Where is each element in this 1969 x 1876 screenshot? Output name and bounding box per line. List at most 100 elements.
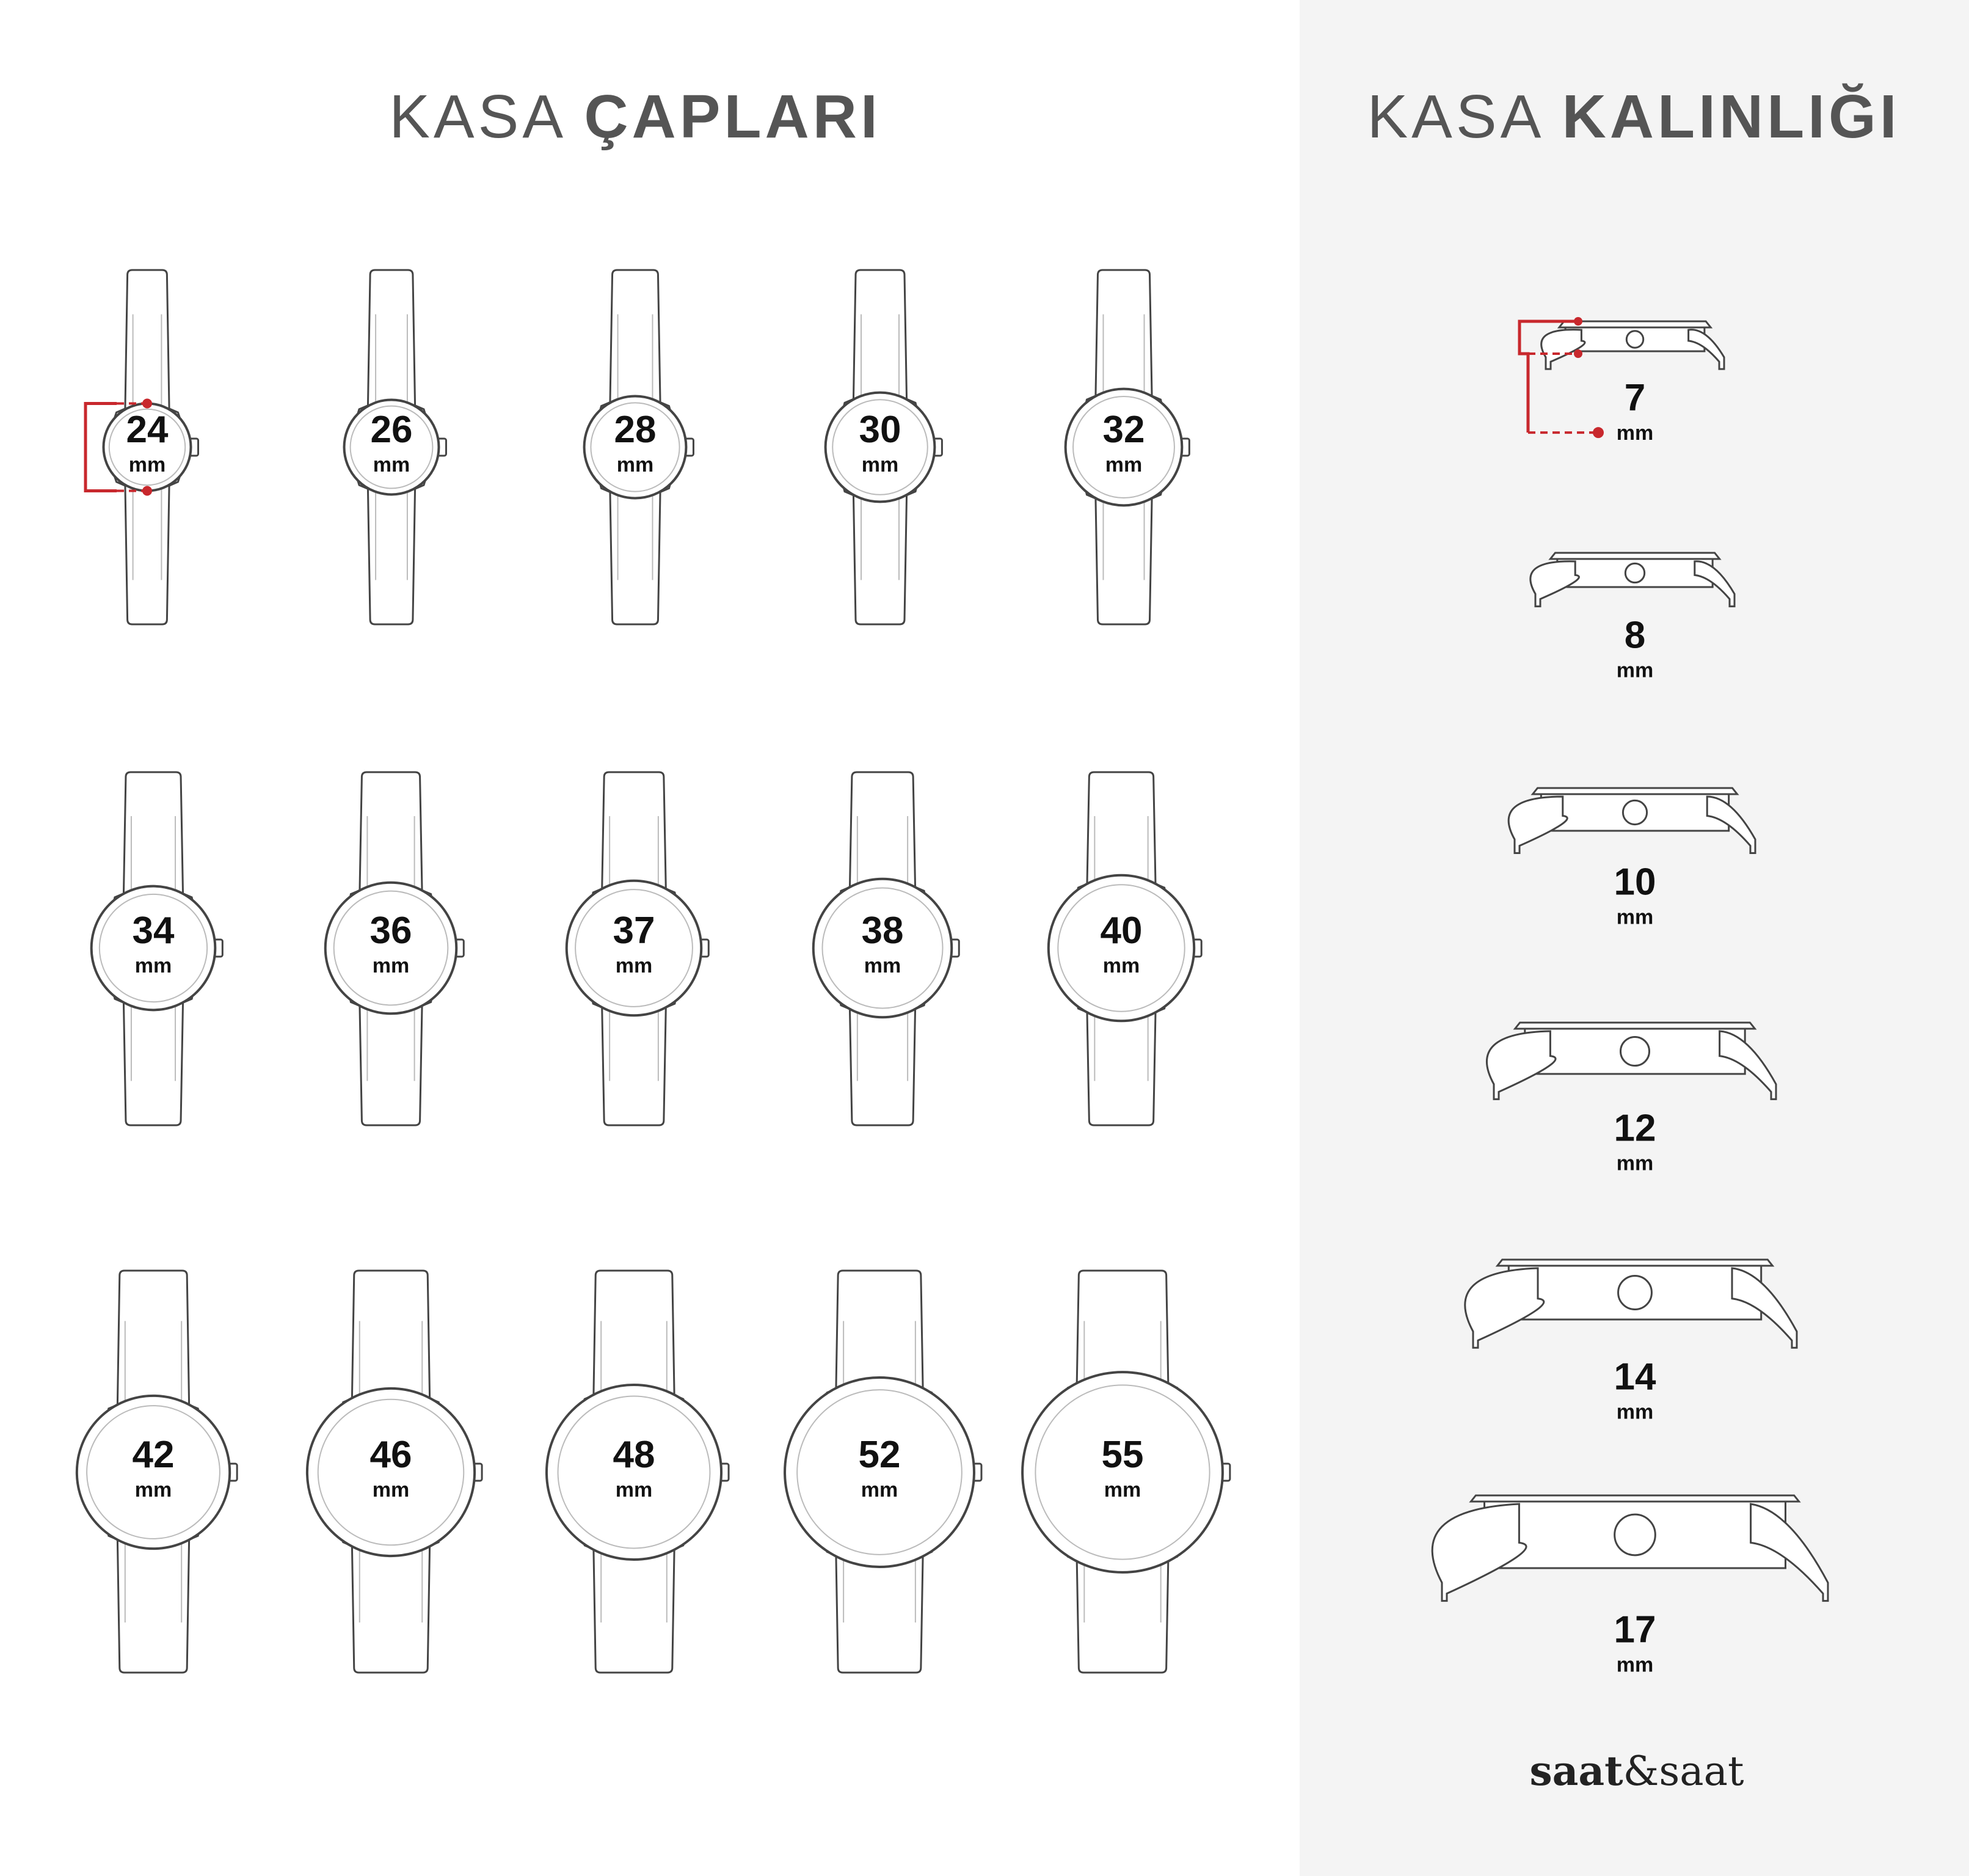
size-unit: mm: [1617, 659, 1653, 682]
size-value: 12: [1614, 1107, 1656, 1149]
size-value: 32: [1103, 409, 1145, 451]
watch-dial: [86, 1405, 220, 1539]
size-unit: mm: [862, 453, 898, 476]
strap-top: [1094, 269, 1154, 414]
strap-bottom: [116, 1517, 191, 1674]
right-panel-background: [1300, 0, 1969, 1876]
watch-dial: [317, 1398, 465, 1546]
watch-case: [90, 885, 217, 1012]
lug: [1540, 329, 1586, 370]
profile-8mm: 8mm: [1529, 552, 1736, 682]
size-unit: mm: [1617, 1152, 1653, 1175]
watch-case: [812, 877, 953, 1019]
watch-dial: [333, 890, 449, 1006]
strap-bottom: [600, 987, 668, 1126]
lug: [1750, 1503, 1829, 1602]
lug: [1694, 560, 1736, 608]
size-value: 46: [370, 1434, 412, 1476]
case-thickness-title: KASA KALINLIĞI: [1367, 82, 1900, 151]
strap-top: [116, 1269, 191, 1428]
crown: [1619, 1035, 1651, 1067]
crown: [1614, 1513, 1656, 1557]
lug: [1431, 1503, 1527, 1602]
size-unit: mm: [616, 954, 652, 977]
profile-7mm: 7 mm: [1518, 317, 1725, 445]
size-value: 28: [614, 409, 657, 451]
size-value: 26: [371, 409, 413, 451]
size-unit: mm: [1617, 1400, 1653, 1423]
size-unit: mm: [373, 1478, 409, 1502]
watch-case: [545, 1383, 723, 1561]
lug: [1706, 795, 1756, 854]
brand-logo: saat&saat: [1529, 1747, 1744, 1795]
profile-12mm: 12 mm: [1486, 1021, 1777, 1175]
crown: [1617, 1275, 1653, 1310]
size-value: 40: [1101, 910, 1143, 952]
strap-top: [609, 269, 661, 418]
strap-top: [592, 1269, 676, 1421]
strap-bottom: [358, 986, 424, 1126]
strap-bottom: [122, 984, 184, 1126]
size-value: 36: [370, 910, 412, 952]
watch-case: [824, 391, 936, 503]
watch-dial: [832, 399, 928, 495]
diameter-watch-grid: 24mm26mm28mm30mm32mm34mm36mm37mm38mm40mm…: [75, 269, 1231, 1674]
watch-dial: [590, 402, 680, 492]
size-value: 24: [126, 409, 169, 451]
lug: [1719, 1030, 1777, 1100]
strap-top: [358, 771, 424, 910]
size-unit: mm: [135, 1478, 172, 1502]
size-value: 34: [133, 910, 175, 952]
size-value: 42: [133, 1434, 175, 1476]
lug: [1464, 1267, 1545, 1349]
strap-top: [366, 269, 417, 420]
size-unit: mm: [373, 954, 409, 977]
size-value: 55: [1102, 1434, 1144, 1476]
crown: [1621, 799, 1648, 826]
size-unit: mm: [135, 954, 172, 977]
size-unit: mm: [129, 453, 166, 476]
size-value: 17: [1614, 1609, 1656, 1651]
watch-case: [1064, 387, 1184, 507]
watch-dial: [575, 889, 693, 1007]
crown: [1624, 562, 1646, 584]
dimension-dot: [1574, 349, 1582, 358]
strap-bottom: [124, 472, 170, 626]
watch-dial: [796, 1389, 963, 1555]
diameter-indicator: [84, 398, 152, 496]
strap-top: [600, 771, 668, 909]
watch-case: [1021, 1371, 1224, 1574]
size-value: 52: [859, 1434, 901, 1476]
lug: [1507, 795, 1568, 854]
size-value: 48: [613, 1434, 655, 1476]
strap-top: [852, 269, 908, 415]
size-value: 30: [859, 409, 901, 451]
strap-bottom: [366, 474, 417, 626]
size-unit: mm: [861, 1478, 898, 1502]
watch-case: [324, 881, 458, 1015]
size-unit: mm: [864, 954, 901, 977]
strap-bottom: [351, 1521, 431, 1674]
size-unit: mm: [617, 453, 653, 476]
strap-bottom: [1094, 481, 1154, 626]
watch-case: [305, 1387, 476, 1558]
watch-dial: [1035, 1384, 1210, 1560]
strap-top: [1085, 771, 1157, 905]
size-unit: mm: [1617, 906, 1653, 929]
size-value: 37: [613, 910, 655, 952]
strap-top: [848, 771, 917, 908]
size-value: 38: [862, 910, 904, 952]
